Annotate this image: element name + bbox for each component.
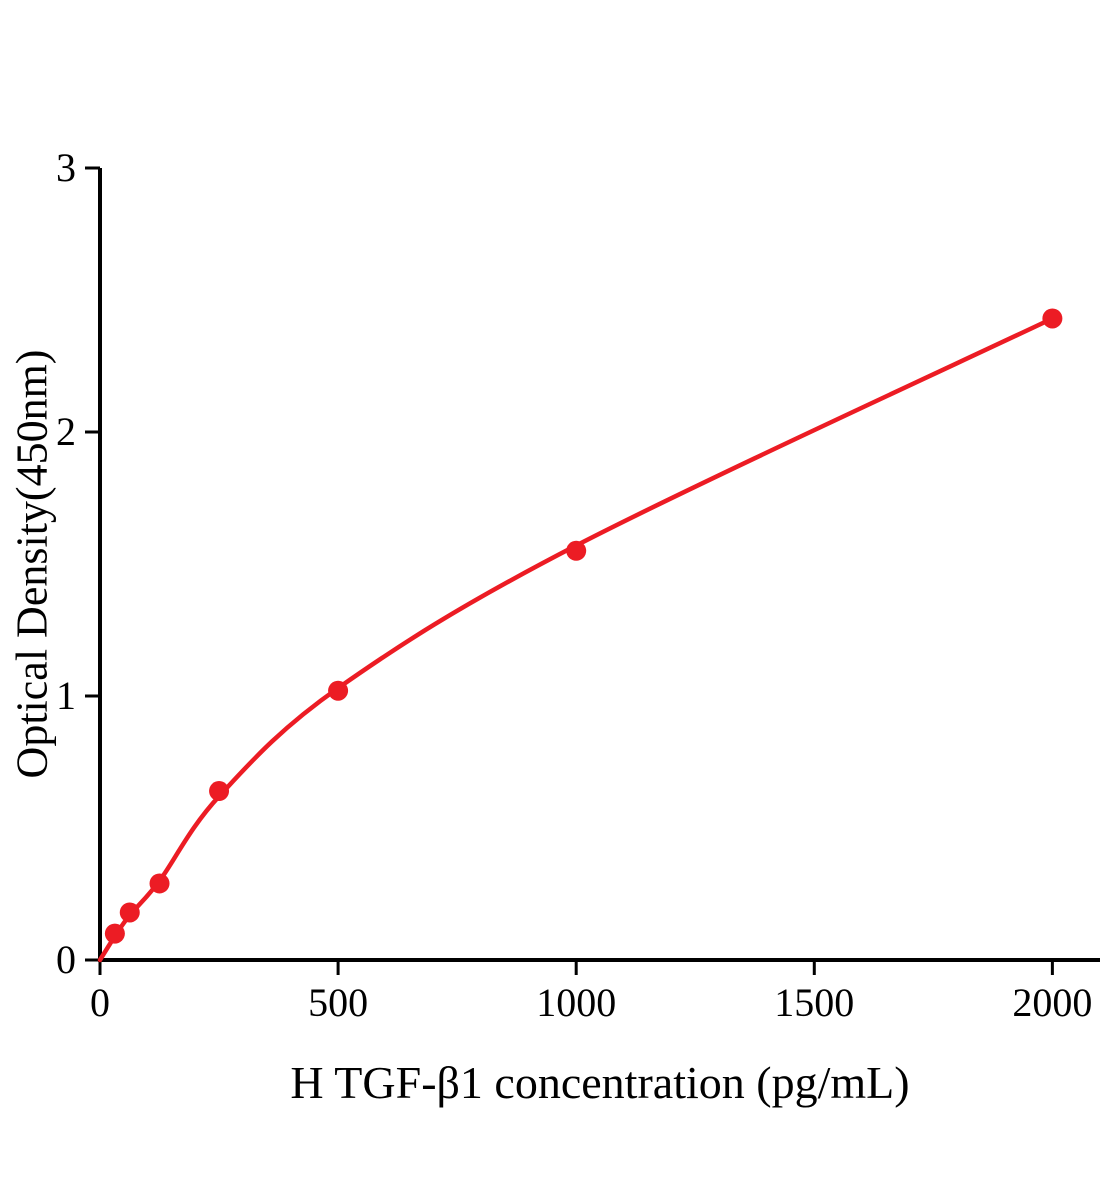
y-tick-label: 2 [56, 409, 76, 454]
data-point [328, 680, 349, 701]
data-point [209, 781, 230, 802]
y-tick-label: 1 [56, 673, 76, 718]
x-tick-label: 2000 [1012, 980, 1092, 1025]
data-point [119, 902, 140, 923]
y-tick-label: 0 [56, 937, 76, 982]
x-tick-label: 0 [90, 980, 110, 1025]
fit-curve [97, 316, 1055, 963]
data-point [149, 873, 170, 894]
data-point [1042, 308, 1063, 329]
x-tick-label: 1500 [774, 980, 854, 1025]
x-tick-label: 500 [308, 980, 368, 1025]
data-point [566, 540, 587, 561]
y-tick-label: 3 [56, 145, 76, 190]
x-tick-label: 1000 [536, 980, 616, 1025]
data-point [104, 923, 125, 944]
